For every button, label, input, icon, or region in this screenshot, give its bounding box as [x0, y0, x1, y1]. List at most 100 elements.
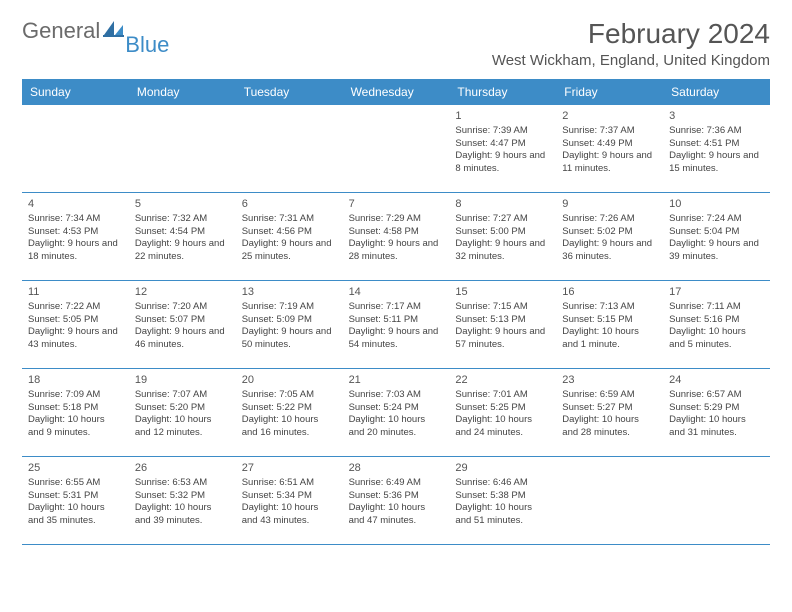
- day-number: 8: [455, 197, 550, 212]
- day-number: 25: [28, 461, 123, 476]
- sunset-line: Sunset: 5:20 PM: [135, 402, 230, 415]
- calendar-cell: 13Sunrise: 7:19 AMSunset: 5:09 PMDayligh…: [236, 281, 343, 369]
- day-number: 6: [242, 197, 337, 212]
- calendar-cell: 14Sunrise: 7:17 AMSunset: 5:11 PMDayligh…: [343, 281, 450, 369]
- calendar-cell: 11Sunrise: 7:22 AMSunset: 5:05 PMDayligh…: [22, 281, 129, 369]
- day-number: 1: [455, 109, 550, 124]
- day-number: 9: [562, 197, 657, 212]
- logo-sail-icon: [103, 20, 125, 43]
- daylight-line: Daylight: 10 hours and 5 minutes.: [669, 326, 764, 352]
- sunrise-line: Sunrise: 7:15 AM: [455, 301, 550, 314]
- day-number: 13: [242, 285, 337, 300]
- sunrise-line: Sunrise: 7:19 AM: [242, 301, 337, 314]
- sunset-line: Sunset: 5:18 PM: [28, 402, 123, 415]
- sunrise-line: Sunrise: 7:39 AM: [455, 125, 550, 138]
- calendar-cell: 27Sunrise: 6:51 AMSunset: 5:34 PMDayligh…: [236, 457, 343, 545]
- calendar-cell: 8Sunrise: 7:27 AMSunset: 5:00 PMDaylight…: [449, 193, 556, 281]
- sunset-line: Sunset: 5:04 PM: [669, 226, 764, 239]
- daylight-line: Daylight: 10 hours and 28 minutes.: [562, 414, 657, 440]
- daylight-line: Daylight: 9 hours and 25 minutes.: [242, 238, 337, 264]
- day-number: 10: [669, 197, 764, 212]
- daylight-line: Daylight: 10 hours and 35 minutes.: [28, 502, 123, 528]
- calendar-cell: 24Sunrise: 6:57 AMSunset: 5:29 PMDayligh…: [663, 369, 770, 457]
- sunrise-line: Sunrise: 7:17 AM: [349, 301, 444, 314]
- logo: General Blue: [22, 18, 173, 44]
- daylight-line: Daylight: 10 hours and 1 minute.: [562, 326, 657, 352]
- header: General Blue February 2024 West Wickham,…: [22, 18, 770, 69]
- calendar-cell: 16Sunrise: 7:13 AMSunset: 5:15 PMDayligh…: [556, 281, 663, 369]
- daylight-line: Daylight: 9 hours and 46 minutes.: [135, 326, 230, 352]
- day-header: Tuesday: [236, 79, 343, 105]
- sunset-line: Sunset: 5:05 PM: [28, 314, 123, 327]
- sunrise-line: Sunrise: 7:37 AM: [562, 125, 657, 138]
- day-number: 24: [669, 373, 764, 388]
- daylight-line: Daylight: 9 hours and 18 minutes.: [28, 238, 123, 264]
- daylight-line: Daylight: 10 hours and 16 minutes.: [242, 414, 337, 440]
- daylight-line: Daylight: 10 hours and 20 minutes.: [349, 414, 444, 440]
- calendar-cell: 10Sunrise: 7:24 AMSunset: 5:04 PMDayligh…: [663, 193, 770, 281]
- sunset-line: Sunset: 5:22 PM: [242, 402, 337, 415]
- logo-text-gray: General: [22, 18, 100, 44]
- sunrise-line: Sunrise: 7:34 AM: [28, 213, 123, 226]
- daylight-line: Daylight: 9 hours and 57 minutes.: [455, 326, 550, 352]
- sunset-line: Sunset: 4:53 PM: [28, 226, 123, 239]
- calendar-cell: 17Sunrise: 7:11 AMSunset: 5:16 PMDayligh…: [663, 281, 770, 369]
- day-number: 23: [562, 373, 657, 388]
- sunrise-line: Sunrise: 7:24 AM: [669, 213, 764, 226]
- day-number: 27: [242, 461, 337, 476]
- calendar-cell: 29Sunrise: 6:46 AMSunset: 5:38 PMDayligh…: [449, 457, 556, 545]
- calendar-cell: 12Sunrise: 7:20 AMSunset: 5:07 PMDayligh…: [129, 281, 236, 369]
- sunset-line: Sunset: 4:49 PM: [562, 138, 657, 151]
- sunset-line: Sunset: 5:09 PM: [242, 314, 337, 327]
- day-header: Wednesday: [343, 79, 450, 105]
- sunrise-line: Sunrise: 6:57 AM: [669, 389, 764, 402]
- daylight-line: Daylight: 9 hours and 15 minutes.: [669, 150, 764, 176]
- day-header: Monday: [129, 79, 236, 105]
- sunset-line: Sunset: 5:25 PM: [455, 402, 550, 415]
- sunset-line: Sunset: 5:36 PM: [349, 490, 444, 503]
- daylight-line: Daylight: 9 hours and 54 minutes.: [349, 326, 444, 352]
- sunrise-line: Sunrise: 6:53 AM: [135, 477, 230, 490]
- sunrise-line: Sunrise: 7:36 AM: [669, 125, 764, 138]
- sunrise-line: Sunrise: 7:20 AM: [135, 301, 230, 314]
- sunset-line: Sunset: 5:34 PM: [242, 490, 337, 503]
- sunset-line: Sunset: 5:02 PM: [562, 226, 657, 239]
- calendar-cell: 23Sunrise: 6:59 AMSunset: 5:27 PMDayligh…: [556, 369, 663, 457]
- day-header: Thursday: [449, 79, 556, 105]
- sunset-line: Sunset: 5:16 PM: [669, 314, 764, 327]
- sunrise-line: Sunrise: 7:32 AM: [135, 213, 230, 226]
- month-title: February 2024: [492, 18, 770, 50]
- day-number: 12: [135, 285, 230, 300]
- calendar-cell: 20Sunrise: 7:05 AMSunset: 5:22 PMDayligh…: [236, 369, 343, 457]
- sunrise-line: Sunrise: 6:49 AM: [349, 477, 444, 490]
- calendar-cell: 19Sunrise: 7:07 AMSunset: 5:20 PMDayligh…: [129, 369, 236, 457]
- calendar-header-row: SundayMondayTuesdayWednesdayThursdayFrid…: [22, 79, 770, 105]
- sunrise-line: Sunrise: 7:26 AM: [562, 213, 657, 226]
- sunrise-line: Sunrise: 7:05 AM: [242, 389, 337, 402]
- day-number: 16: [562, 285, 657, 300]
- sunset-line: Sunset: 5:11 PM: [349, 314, 444, 327]
- day-number: 19: [135, 373, 230, 388]
- sunrise-line: Sunrise: 7:27 AM: [455, 213, 550, 226]
- calendar-cell: 22Sunrise: 7:01 AMSunset: 5:25 PMDayligh…: [449, 369, 556, 457]
- daylight-line: Daylight: 10 hours and 9 minutes.: [28, 414, 123, 440]
- calendar-cell: 3Sunrise: 7:36 AMSunset: 4:51 PMDaylight…: [663, 105, 770, 193]
- day-number: 7: [349, 197, 444, 212]
- calendar-cell: 5Sunrise: 7:32 AMSunset: 4:54 PMDaylight…: [129, 193, 236, 281]
- day-number: 3: [669, 109, 764, 124]
- sunset-line: Sunset: 5:38 PM: [455, 490, 550, 503]
- calendar-body: 1Sunrise: 7:39 AMSunset: 4:47 PMDaylight…: [22, 105, 770, 545]
- day-number: 18: [28, 373, 123, 388]
- daylight-line: Daylight: 10 hours and 24 minutes.: [455, 414, 550, 440]
- calendar-cell: [129, 105, 236, 193]
- calendar-cell: 2Sunrise: 7:37 AMSunset: 4:49 PMDaylight…: [556, 105, 663, 193]
- calendar-cell: 15Sunrise: 7:15 AMSunset: 5:13 PMDayligh…: [449, 281, 556, 369]
- sunrise-line: Sunrise: 7:22 AM: [28, 301, 123, 314]
- calendar-cell: 7Sunrise: 7:29 AMSunset: 4:58 PMDaylight…: [343, 193, 450, 281]
- sunrise-line: Sunrise: 7:03 AM: [349, 389, 444, 402]
- day-number: 11: [28, 285, 123, 300]
- day-number: 26: [135, 461, 230, 476]
- sunset-line: Sunset: 5:31 PM: [28, 490, 123, 503]
- sunset-line: Sunset: 5:32 PM: [135, 490, 230, 503]
- sunrise-line: Sunrise: 6:51 AM: [242, 477, 337, 490]
